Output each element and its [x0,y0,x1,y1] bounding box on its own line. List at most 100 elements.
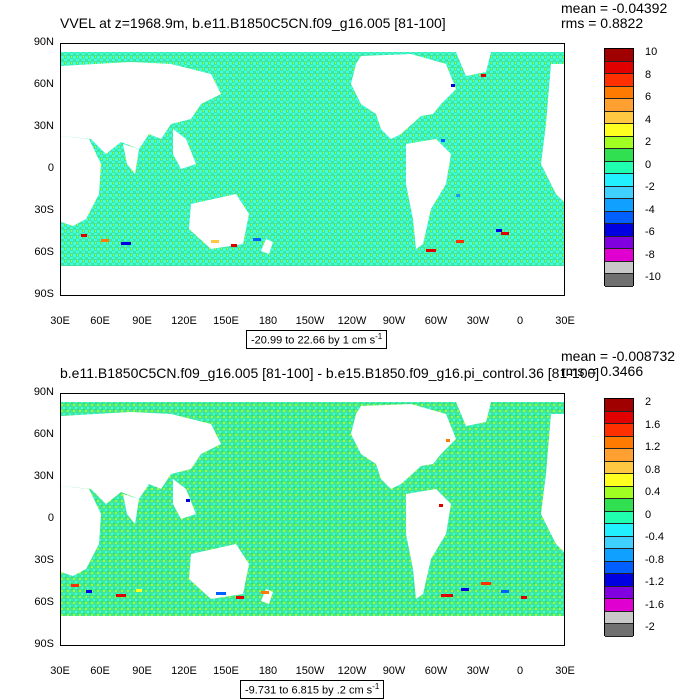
bottom-colorbar-swatch [605,599,633,612]
top-lon-label-60e: 60E [90,315,110,327]
bottom-lat-label-0: 0 [47,512,54,524]
bottom-lon-label-30e-end: 30E [555,665,575,677]
bottom-map-svg [61,394,564,645]
top-lon-label-90w: 90W [382,315,406,327]
bottom-lon-label-180: 180 [258,665,278,677]
bottom-colorbar-label: 0.4 [645,486,661,499]
top-mean-stat: mean = -0.04392 [561,0,668,16]
top-colorbar-label: 10 [645,46,658,58]
top-colorbar-swatch [605,249,633,262]
top-colorbar-swatch [605,161,633,175]
bottom-colorbar-swatch [605,499,633,512]
bottom-lat-label-90n: 90N [33,386,54,398]
bottom-range-label: -9.731 to 6.815 by .2 cm s-1 [240,680,385,699]
bottom-colorbar-swatch [605,549,633,562]
top-lat-label-60s: 60S [34,246,54,258]
top-colorbar-swatch [605,274,633,287]
bottom-colorbar-label: 2 [645,396,652,408]
top-map-svg [61,44,564,295]
top-map-title: VVEL at z=1968.9m, b.e11.B1850C5CN.f09_g… [60,15,446,31]
top-colorbar-swatch [605,111,633,125]
top-colorbar-label: -2 [645,181,655,194]
top-colorbar-swatch [605,236,633,250]
bottom-mean-stat: mean = -0.008732 [561,348,676,364]
top-lon-label-90e: 90E [132,315,152,327]
top-lon-label-120w: 120W [337,315,367,327]
bottom-colorbar-swatch [605,449,633,462]
top-colorbar-swatch [605,124,633,137]
top-colorbar-swatch [605,211,633,225]
top-lat-label-60n: 60N [33,78,54,90]
top-lat-label-0: 0 [47,162,54,174]
top-lon-label-180: 180 [258,315,278,327]
top-colorbar-label: -6 [645,226,655,239]
bottom-colorbar-label: 1.6 [645,418,661,431]
bottom-colorbar-label: -1.6 [645,598,664,611]
top-lat-label-90n: 90N [33,36,54,48]
top-lon-label-30e-end: 30E [555,315,575,327]
bottom-lat-label-30n: 30N [33,470,54,482]
bottom-colorbar-label: -1.2 [645,576,664,589]
top-colorbar-label: 6 [645,91,652,104]
bottom-colorbar-swatch [605,586,633,600]
top-range-label: -20.99 to 22.66 by 1 cm s-1 [246,330,388,349]
bottom-colorbar-swatch [605,411,633,425]
top-colorbar-label: 4 [645,113,652,126]
top-lat-label-30n: 30N [33,120,54,132]
top-colorbar [604,48,634,287]
bottom-colorbar-swatch [605,424,633,437]
top-colorbar-swatch [605,49,633,62]
bottom-colorbar-label: 0.8 [645,463,661,476]
top-rms-stat: rms = 0.8822 [561,15,644,31]
bottom-map-title: b.e11.B1850C5CN.f09_g16.005 [81-100] - b… [60,365,600,381]
bottom-land [61,394,564,645]
bottom-colorbar-swatch [605,461,633,475]
top-colorbar-swatch [605,186,633,200]
top-lon-label-30e: 30E [50,315,70,327]
top-lat-label-90s: 90S [34,288,54,300]
top-land [61,44,564,295]
bottom-lon-label-30w: 30W [466,665,490,677]
top-colorbar-swatch [605,174,633,187]
bottom-colorbar-label: -0.8 [645,553,664,566]
top-colorbar-swatch [605,199,633,212]
top-colorbar-swatch [605,86,633,100]
bottom-colorbar-label: -2 [645,621,655,634]
top-colorbar-swatch [605,99,633,112]
bottom-colorbar-label: 0 [645,508,652,521]
bottom-colorbar-swatch [605,574,633,587]
top-lon-label-30w: 30W [466,315,490,327]
bottom-lon-label-90e: 90E [132,665,152,677]
top-colorbar-label: 0 [645,158,652,171]
top-lat-label-30s: 30S [34,204,54,216]
bottom-colorbar-swatch [605,536,633,550]
bottom-colorbar-swatch [605,624,633,637]
bottom-lat-label-90s: 90S [34,638,54,650]
bottom-colorbar-swatch [605,436,633,450]
bottom-lon-label-150w: 150W [295,665,325,677]
bottom-current-highlights [71,439,527,599]
top-colorbar-swatch [605,261,633,275]
top-map-plot [60,43,565,296]
top-colorbar-label: -4 [645,203,655,216]
top-lon-label-150w: 150W [295,315,325,327]
bottom-map-panel: b.e11.B1850C5CN.f09_g16.005 [81-100] - b… [0,348,700,700]
top-colorbar-label: 8 [645,68,652,81]
bottom-colorbar-swatch [605,474,633,487]
top-colorbar-swatch [605,136,633,150]
top-lon-label-60w: 60W [424,315,448,327]
bottom-lat-label-30s: 30S [34,554,54,566]
bottom-colorbar-swatch [605,399,633,412]
top-colorbar-swatch [605,74,633,87]
top-lon-label-0: 0 [516,315,524,327]
bottom-colorbar-swatch [605,611,633,625]
bottom-lon-label-60e: 60E [90,665,110,677]
top-colorbar-label: -10 [645,271,661,284]
bottom-colorbar-swatch [605,511,633,525]
top-colorbar-swatch [605,61,633,75]
top-map-panel: VVEL at z=1968.9m, b.e11.B1850C5CN.f09_g… [33,0,668,349]
bottom-lat-label-60s: 60S [34,596,54,608]
bottom-lat-label-60n: 60N [33,428,54,440]
bottom-colorbar-swatch [605,561,633,575]
bottom-lon-label-90w: 90W [382,665,406,677]
